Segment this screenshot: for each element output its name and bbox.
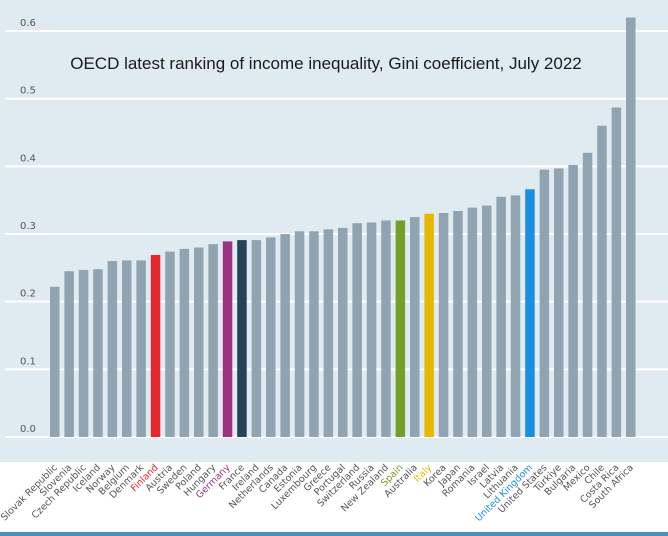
chart-title: OECD latest ranking of income inequality… — [70, 54, 582, 73]
bar: Bulgaria: 0.402 — [568, 165, 578, 437]
bar: Korea: 0.331 — [438, 213, 449, 437]
bar: United States: 0.395 — [539, 169, 550, 437]
bar: France: 0.291 — [237, 240, 247, 437]
bar: Finland: 0.269 — [150, 255, 161, 437]
bar: Israel: 0.342 — [482, 205, 492, 437]
y-tick-label: 0.5 — [20, 86, 36, 97]
y-tick-label: 0.1 — [20, 356, 36, 367]
bar: Italy: 0.33 — [424, 213, 434, 437]
bar: Latvia: 0.355 — [496, 196, 506, 437]
bar: Mexico: 0.42 — [582, 152, 593, 438]
bar: Iceland: 0.248 — [93, 269, 103, 437]
y-tick-label: 0.3 — [20, 221, 36, 232]
bar: Norway: 0.26 — [107, 261, 118, 437]
bottom-rule — [0, 532, 668, 536]
y-tick-label: 0.4 — [20, 153, 36, 164]
bar: Germany: 0.289 — [222, 241, 233, 437]
bar: Spain: 0.32 — [395, 220, 406, 437]
bar: Sweden: 0.278 — [179, 248, 190, 437]
y-axis-ticks: 0.0 0.1 0.2 0.3 0.4 0.5 0.6 — [20, 18, 36, 435]
bar: Ireland: 0.291 — [251, 240, 262, 437]
bar: Russia: 0.317 — [366, 222, 377, 437]
bar: New Zealand: 0.32 — [381, 220, 391, 437]
bar: Canada: 0.3 — [280, 234, 290, 437]
bar: Denmark: 0.261 — [136, 260, 146, 437]
bar: South Africa: 0.62 — [626, 17, 636, 437]
bar: Austria: 0.274 — [165, 251, 175, 437]
bar: Australia: 0.325 — [410, 217, 420, 437]
bar: Hungary: 0.285 — [208, 244, 218, 437]
bar: Netherlands: 0.295 — [266, 237, 276, 437]
bar: Chile: 0.46 — [597, 125, 607, 437]
bar: Greece: 0.307 — [323, 229, 334, 437]
bar: Lithuania: 0.357 — [510, 195, 521, 437]
bar: Poland: 0.28 — [194, 247, 204, 437]
bar: United Kingdom: 0.366 — [525, 189, 535, 437]
bar: Switzerland: 0.316 — [352, 223, 362, 437]
bars: Slovak Republic: 0.222 Slovenia: 0.245 Cze… — [50, 17, 636, 438]
bar: Romania: 0.339 — [467, 207, 478, 437]
bar: Portugal: 0.309 — [338, 227, 348, 437]
bar: Slovak Republic: 0.222 — [50, 286, 60, 437]
y-tick-label: 0.2 — [20, 289, 36, 300]
bar: Japan: 0.334 — [453, 211, 463, 437]
bar: Estonia: 0.304 — [294, 231, 305, 437]
bar: Belgium: 0.261 — [122, 260, 132, 437]
y-tick-label: 0.0 — [20, 424, 36, 435]
bar: Czech Republic: 0.247 — [78, 269, 89, 437]
bar: Türkiye: 0.397 — [554, 168, 564, 437]
bar: Costa Rica: 0.487 — [611, 107, 622, 437]
bar: Luxembourg: 0.304 — [309, 231, 319, 437]
y-tick-label: 0.6 — [20, 18, 36, 29]
bar: Slovenia: 0.245 — [64, 271, 74, 437]
